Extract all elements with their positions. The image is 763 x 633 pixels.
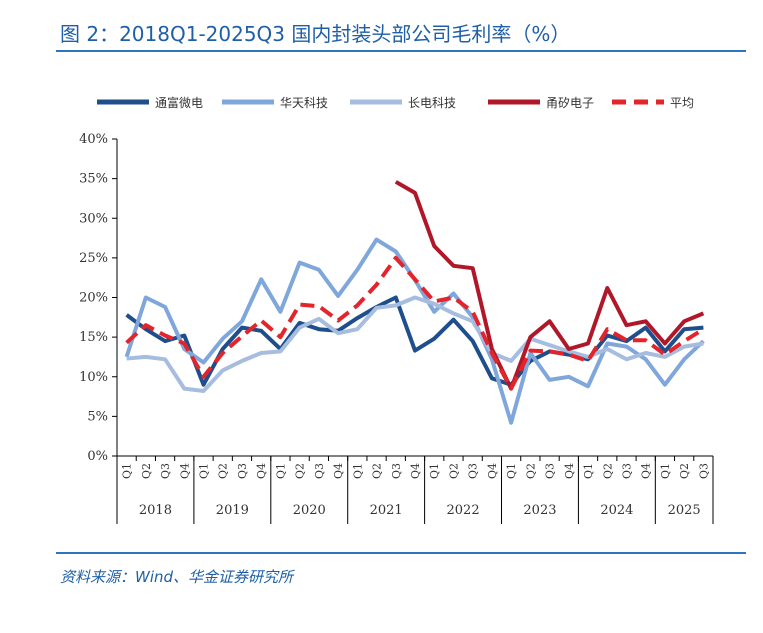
x-tick-label: Q2 — [294, 463, 307, 479]
year-label: 2022 — [447, 503, 480, 518]
x-tick-label: Q1 — [505, 463, 518, 479]
x-tick-label: Q3 — [697, 463, 710, 479]
year-label: 2018 — [139, 503, 172, 518]
year-label: 2025 — [668, 503, 701, 518]
x-tick-label: Q2 — [217, 463, 230, 479]
y-tick-label: 20% — [79, 291, 108, 306]
x-tick-label: Q2 — [524, 463, 537, 479]
y-tick-label: 15% — [79, 330, 108, 345]
x-tick-label: Q2 — [371, 463, 384, 479]
y-tick-label: 35% — [79, 172, 108, 187]
y-tick-label: 10% — [79, 370, 108, 385]
x-tick-label: Q1 — [198, 463, 211, 479]
series-line — [126, 295, 704, 393]
y-tick-label: 30% — [79, 211, 108, 226]
x-tick-label: Q3 — [313, 463, 326, 479]
x-tick-label: Q4 — [409, 463, 422, 479]
x-tick-label: Q4 — [640, 463, 653, 479]
year-label: 2021 — [370, 503, 403, 518]
y-tick-label: 40% — [79, 132, 108, 147]
series-line — [124, 237, 705, 425]
legend-label: 甬矽电子 — [546, 95, 594, 110]
x-tick-label: Q1 — [121, 463, 134, 479]
x-tick-label: Q1 — [351, 463, 364, 479]
x-tick-label: Q3 — [390, 463, 403, 479]
year-label: 2024 — [600, 503, 633, 518]
year-label: 2023 — [523, 503, 556, 518]
x-tick-label: Q4 — [486, 463, 499, 479]
top-rule — [56, 50, 746, 52]
source-note: 资料来源：Wind、华金证券研究所 — [60, 568, 294, 586]
legend-label: 通富微电 — [155, 95, 203, 110]
x-tick-label: Q1 — [274, 463, 287, 479]
x-tick-label: Q3 — [467, 463, 480, 479]
x-tick-label: Q2 — [447, 463, 460, 479]
series-line — [394, 180, 705, 391]
x-tick-label: Q3 — [544, 463, 557, 479]
x-tick-label: Q4 — [178, 463, 191, 479]
legend-label: 平均 — [670, 96, 694, 110]
x-tick-label: Q2 — [601, 463, 614, 479]
x-tick-label: Q1 — [659, 463, 672, 479]
y-tick-label: 5% — [87, 409, 108, 424]
x-tick-label: Q3 — [159, 463, 172, 479]
x-tick-label: Q4 — [332, 463, 345, 479]
chart-title: 图 2：2018Q1-2025Q3 国内封装头部公司毛利率（%） — [60, 22, 571, 46]
legend-label: 华天科技 — [280, 96, 328, 110]
x-tick-label: Q1 — [428, 463, 441, 479]
y-tick-label: 25% — [79, 251, 108, 266]
bottom-rule — [56, 552, 746, 554]
series-line — [125, 295, 704, 387]
x-tick-label: Q2 — [140, 463, 153, 479]
year-label: 2019 — [216, 503, 249, 518]
series-line — [125, 255, 705, 391]
x-tick-label: Q4 — [563, 463, 576, 479]
x-tick-label: Q3 — [236, 463, 249, 479]
x-tick-label: Q3 — [620, 463, 633, 479]
legend-label: 长电科技 — [408, 96, 456, 110]
x-tick-label: Q4 — [255, 463, 268, 479]
x-tick-label: Q1 — [582, 463, 595, 479]
year-label: 2020 — [293, 503, 326, 518]
x-tick-label: Q2 — [678, 463, 691, 479]
y-tick-label: 0% — [87, 449, 108, 464]
